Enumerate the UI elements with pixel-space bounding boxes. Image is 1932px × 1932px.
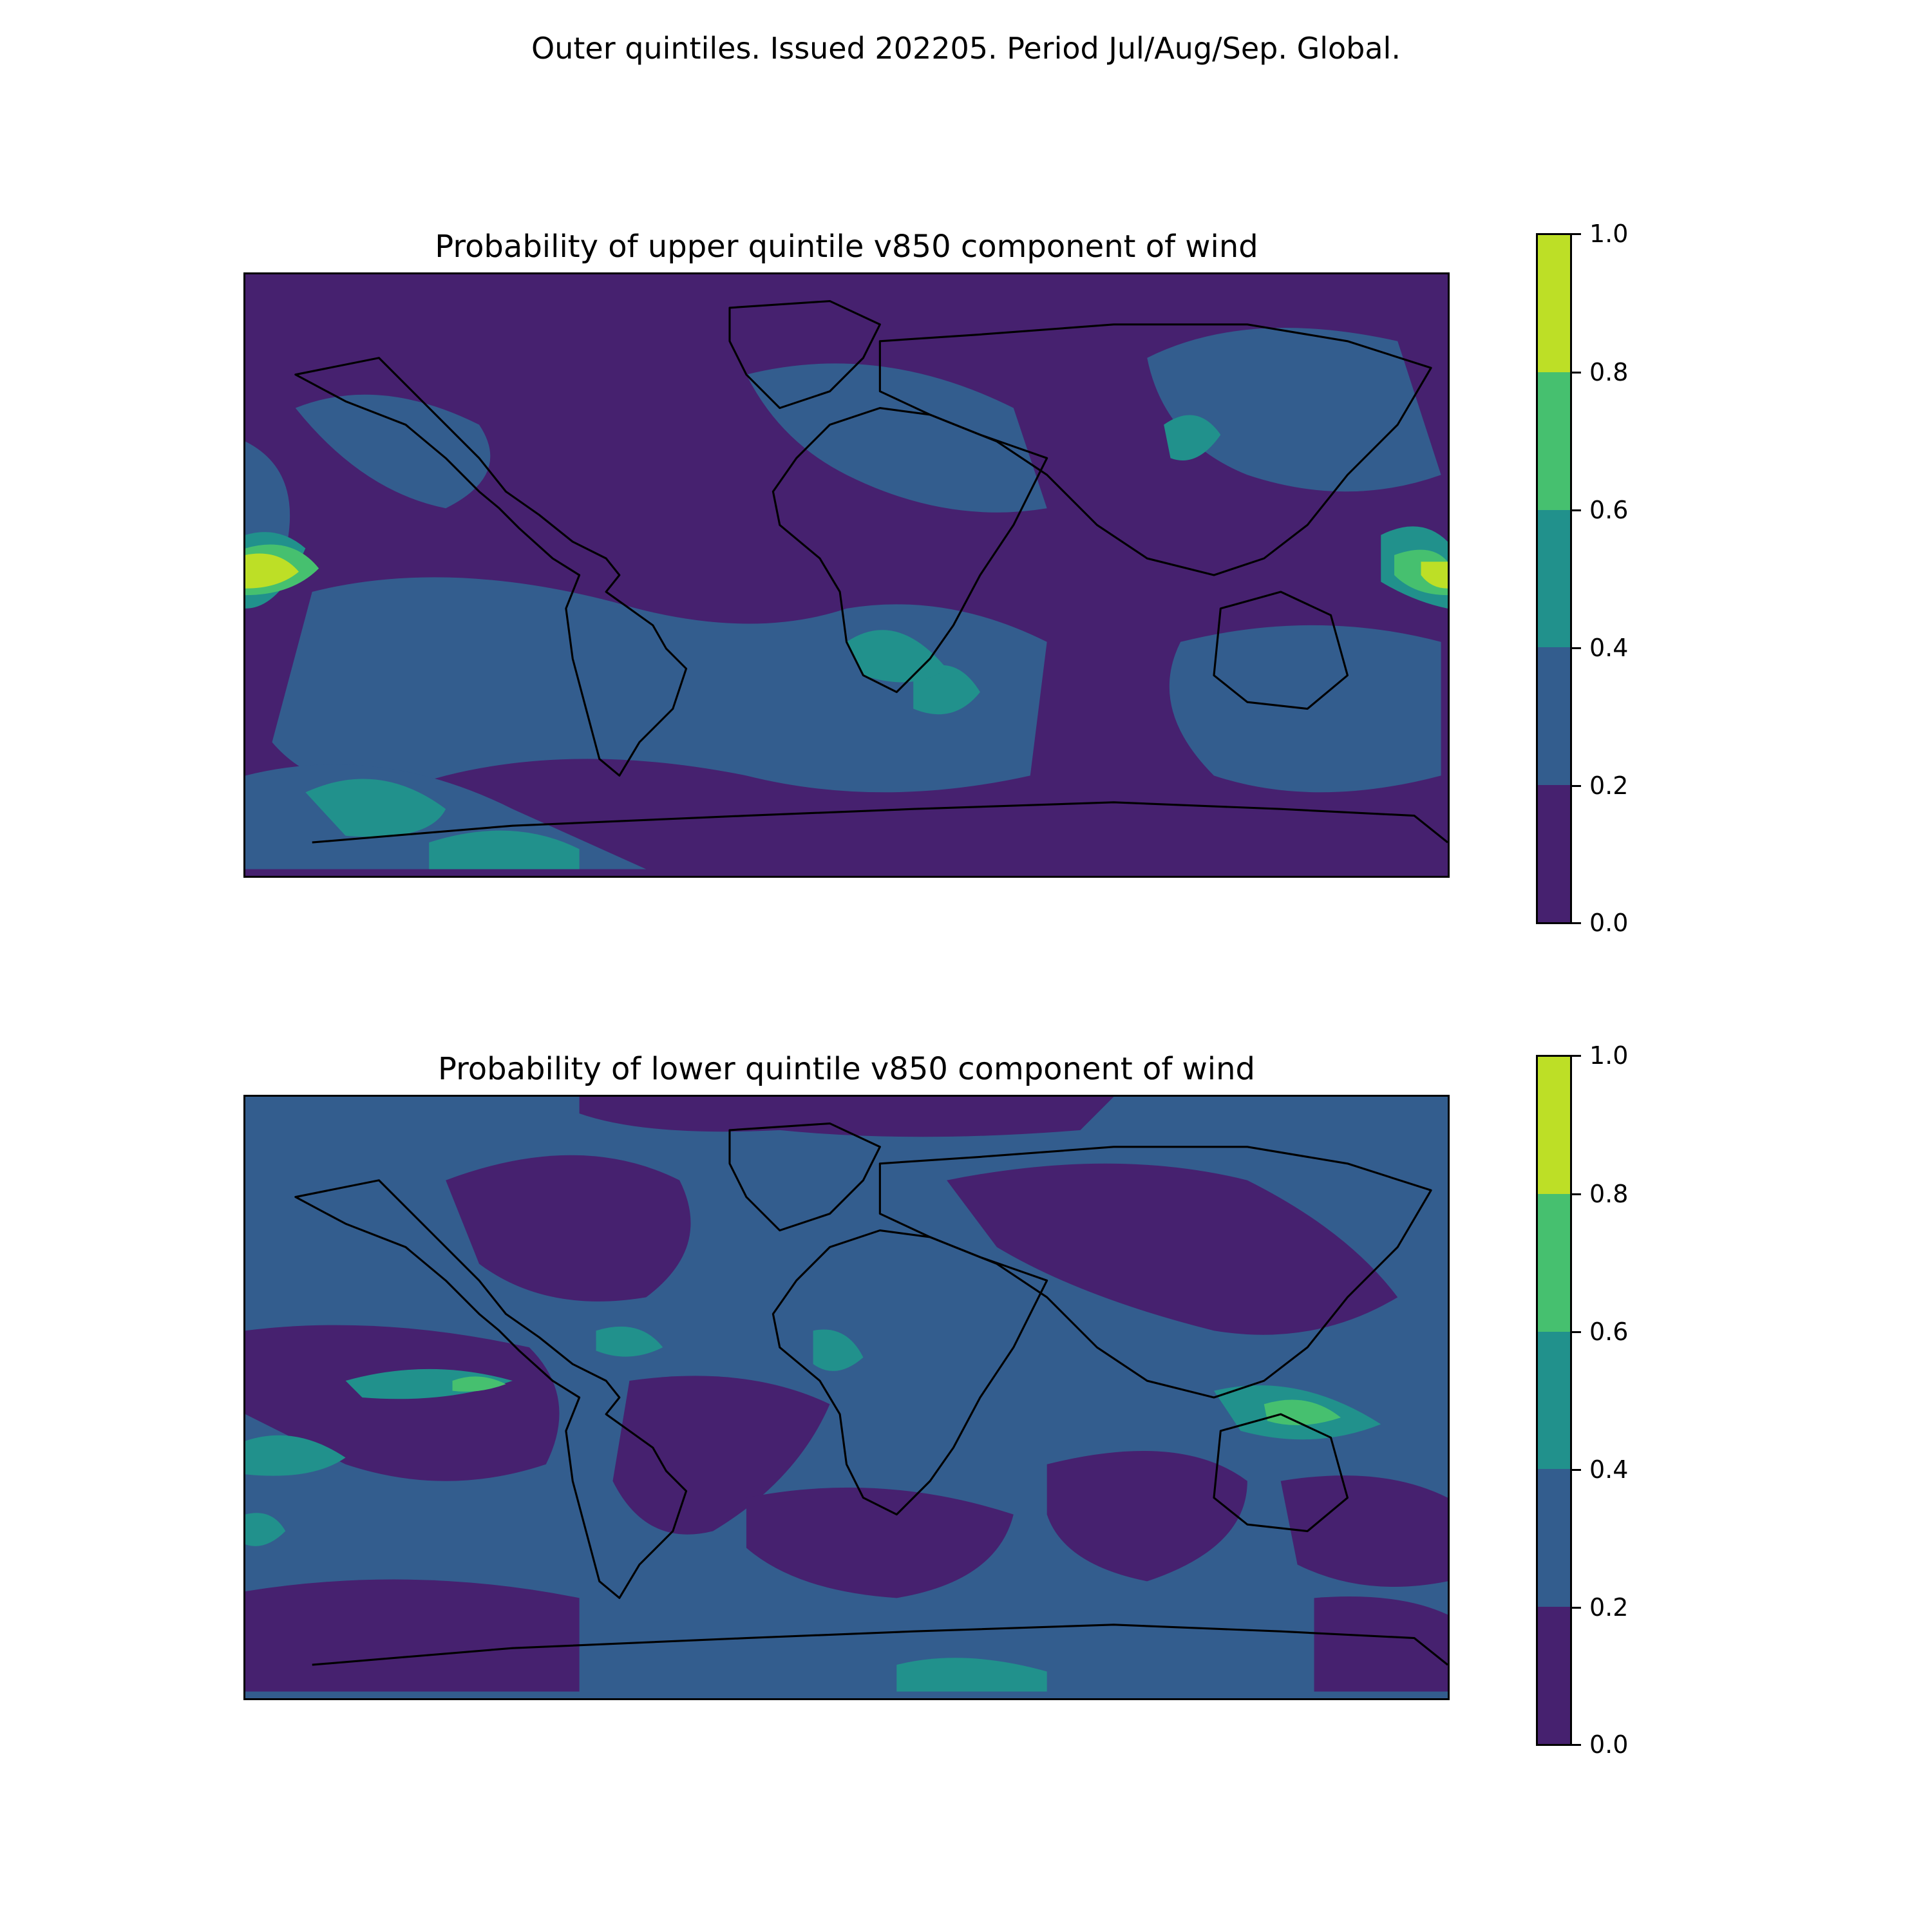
colorbar-tick-label: 0.2 [1589, 772, 1629, 800]
colorbar-tick [1572, 1744, 1581, 1746]
colorbar-tick [1572, 785, 1581, 787]
colorbar-seg-2 [1538, 1331, 1570, 1470]
panel-title-upper: Probability of upper quintile v850 compo… [435, 229, 1258, 265]
colorbar-tick-label: 1.0 [1589, 1041, 1629, 1070]
colorbar-tick-label: 0.2 [1589, 1593, 1629, 1622]
figure-suptitle: Outer quintiles. Issued 202205. Period J… [531, 31, 1401, 66]
map-lower [243, 1095, 1450, 1700]
colorbar-tick [1572, 647, 1581, 649]
colorbar-tick [1572, 1607, 1581, 1609]
colorbar-tick-label: 0.0 [1589, 1730, 1629, 1759]
colorbar-tick [1572, 372, 1581, 374]
colorbar-tick-label: 0.8 [1589, 358, 1629, 386]
colorbar-tick-label: 1.0 [1589, 220, 1629, 248]
colorbar-seg-4 [1538, 1056, 1570, 1195]
colorbar-seg-0 [1538, 1606, 1570, 1744]
colorbar-tick [1572, 1469, 1581, 1471]
colorbar-seg-1 [1538, 647, 1570, 785]
colorbar-tick-label: 0.6 [1589, 496, 1629, 524]
colorbar-seg-2 [1538, 509, 1570, 648]
contour-fields-upper [245, 328, 1448, 869]
colorbar-tick [1572, 1193, 1581, 1195]
colorbar-tick-label: 0.8 [1589, 1180, 1629, 1208]
map-upper [243, 272, 1450, 878]
colorbar-upper [1536, 233, 1572, 924]
colorbar-tick [1572, 922, 1581, 924]
coastlines-upper [294, 299, 1448, 844]
coastlines-lower [294, 1122, 1448, 1666]
colorbar-tick [1572, 1055, 1581, 1057]
colorbar-seg-3 [1538, 1194, 1570, 1332]
colorbar-seg-4 [1538, 234, 1570, 373]
panel-title-lower: Probability of lower quintile v850 compo… [437, 1051, 1256, 1087]
colorbar-tick-label: 0.6 [1589, 1318, 1629, 1346]
colorbar-tick [1572, 233, 1581, 235]
colorbar-lower [1536, 1055, 1572, 1746]
colorbar-seg-1 [1538, 1469, 1570, 1607]
colorbar-seg-0 [1538, 784, 1570, 922]
colorbar-tick-label: 0.4 [1589, 634, 1629, 662]
colorbar-tick [1572, 1331, 1581, 1333]
colorbar-tick-label: 0.4 [1589, 1455, 1629, 1484]
colorbar-seg-3 [1538, 372, 1570, 510]
colorbar-tick-label: 0.0 [1589, 909, 1629, 937]
colorbar-tick [1572, 509, 1581, 511]
